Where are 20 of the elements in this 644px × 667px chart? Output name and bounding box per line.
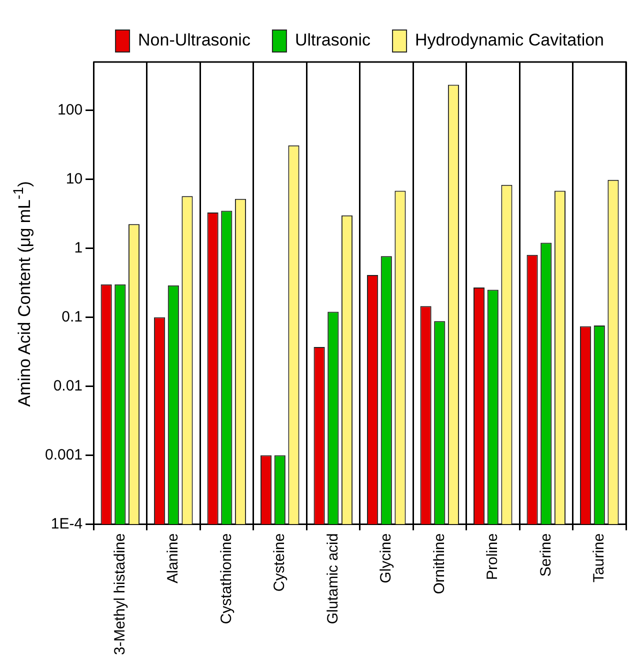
legend-label: Hydrodynamic Cavitation (415, 30, 604, 50)
y-tick-label: 0.1 (62, 308, 83, 326)
x-tick-label: Taurine (590, 533, 608, 582)
y-tick-label: 0.01 (53, 377, 83, 394)
x-tick-label: Alanine (164, 533, 182, 584)
y-tick-label: 1 (74, 239, 83, 256)
x-tick-label: Cysteine (271, 533, 288, 592)
x-tick-label: Proline (484, 533, 502, 580)
y-tick-label: 100 (58, 101, 83, 118)
y-tick-label: 1E-4 (50, 515, 83, 532)
x-tick-label: Glutamic acid (324, 533, 342, 624)
x-tick-label: Glycine (378, 533, 395, 584)
y-tick-label: 10 (66, 170, 83, 188)
x-tick-label: 3-Methyl histadine (111, 533, 128, 656)
x-tick-label: Ornithine (430, 533, 448, 594)
legend-label: Non-Ultrasonic (138, 30, 251, 50)
x-tick-label: Cystathionine (218, 533, 235, 624)
x-tick-label: Serine (537, 533, 554, 577)
legend-label: Ultrasonic (294, 30, 372, 50)
y-tick-label: 0.001 (44, 446, 83, 464)
